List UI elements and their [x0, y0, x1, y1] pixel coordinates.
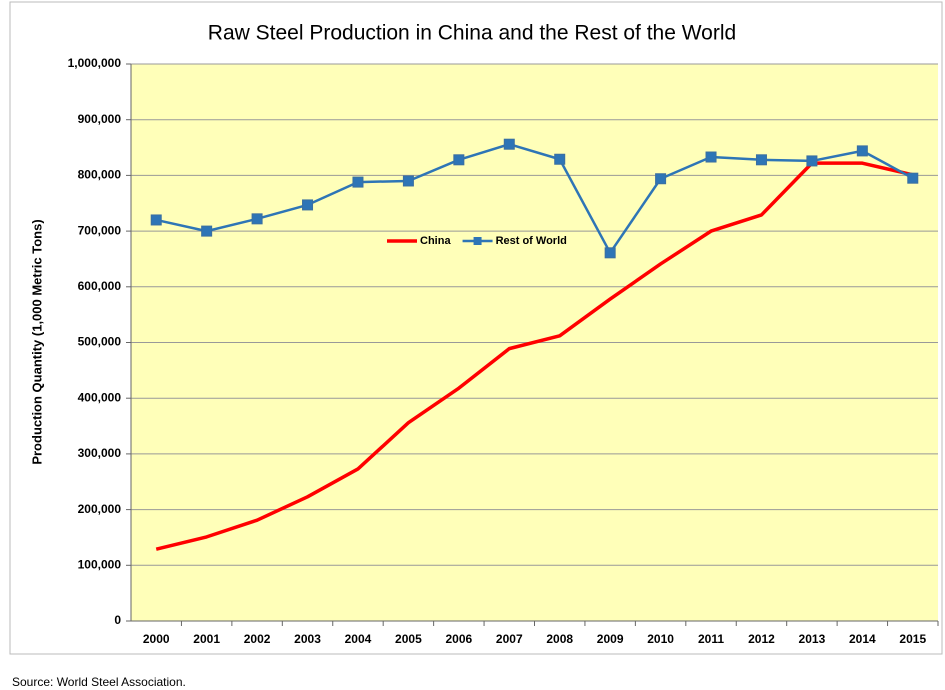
series-marker [352, 176, 364, 188]
chart-title: Raw Steel Production in China and the Re… [208, 22, 736, 45]
series-marker [302, 199, 314, 211]
series-marker [655, 173, 667, 185]
y-tick-label: 700,000 [78, 223, 122, 237]
x-tick-label: 2012 [748, 632, 775, 646]
series-marker [453, 154, 465, 166]
series-line [155, 142, 914, 255]
y-tick-label: 0 [114, 613, 121, 627]
x-tick-label: 2011 [698, 632, 724, 646]
series-marker [503, 138, 515, 150]
series-marker [705, 151, 717, 163]
y-tick-label: 1,000,000 [68, 56, 122, 70]
y-tick-label: 800,000 [78, 168, 122, 182]
legend-marker [473, 237, 482, 245]
series-marker [755, 154, 767, 166]
x-tick-label: 2006 [445, 632, 472, 646]
y-tick-label: 100,000 [78, 557, 122, 571]
series-marker [604, 247, 616, 259]
x-tick-label: 2003 [294, 632, 321, 646]
series-line [155, 161, 914, 551]
series-marker [856, 145, 868, 157]
series-marker [150, 214, 162, 226]
x-tick-label: 2010 [647, 632, 674, 646]
legend-label: Rest of World [496, 235, 567, 247]
y-tick-label: 500,000 [78, 335, 122, 349]
series-marker [554, 153, 566, 165]
series-marker [201, 225, 213, 237]
source-note: Source: World Steel Association. [12, 675, 186, 689]
x-tick-label: 2009 [597, 632, 624, 646]
series-marker [806, 155, 818, 167]
y-tick-label: 400,000 [78, 390, 122, 404]
series-marker [402, 175, 414, 187]
x-tick-label: 2004 [345, 632, 372, 646]
x-tick-label: 2000 [143, 632, 170, 646]
y-tick-label: 300,000 [78, 446, 122, 460]
legend-label: China [420, 235, 451, 247]
x-tick-label: 2013 [799, 632, 826, 646]
y-tick-label: 900,000 [78, 112, 122, 126]
x-tick-label: 2014 [849, 632, 876, 646]
y-axis-label: Production Quantity (1,000 Metric Tons) [29, 219, 44, 464]
series-marker [251, 213, 263, 225]
y-tick-label: 600,000 [78, 279, 122, 293]
x-tick-label: 2001 [193, 632, 220, 646]
x-tick-label: 2008 [546, 632, 573, 646]
y-tick-label: 200,000 [78, 502, 122, 516]
x-tick-label: 2007 [496, 632, 523, 646]
x-tick-label: 2015 [899, 632, 926, 646]
x-tick-label: 2002 [244, 632, 271, 646]
x-tick-label: 2005 [395, 632, 422, 646]
series-marker [907, 172, 919, 184]
